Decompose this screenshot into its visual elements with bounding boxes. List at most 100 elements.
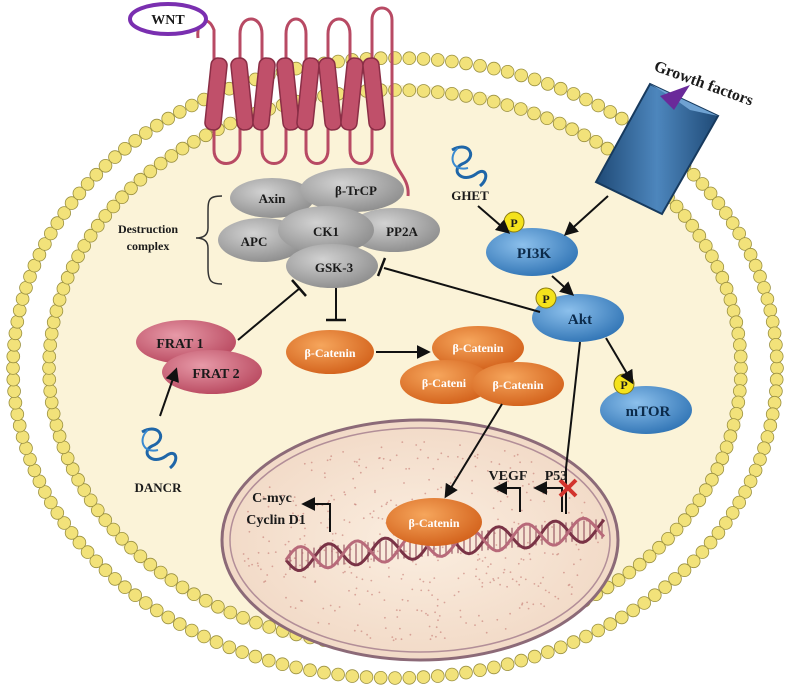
chromatin-speckle [343,519,346,521]
chromatin-speckle [344,562,347,565]
membrane-bead-outer [248,649,263,664]
membrane-bead-outer [209,635,224,649]
chromatin-speckle [513,455,516,457]
membrane-bead-inner [500,98,515,112]
chromatin-speckle [485,631,488,634]
chromatin-speckle [274,551,277,553]
membrane-bead-outer [8,395,23,410]
chromatin-speckle [474,465,477,468]
membrane-bead-outer [686,167,701,182]
chromatin-speckle [364,540,367,543]
membrane-bead-inner [83,228,98,243]
membrane-bead-inner [143,164,158,179]
chromatin-speckle [379,533,381,535]
chromatin-speckle [419,578,421,581]
chromatin-speckle [453,594,456,597]
chromatin-speckle [511,578,514,581]
chromatin-speckle [292,512,294,515]
chromatin-speckle [304,527,306,530]
chromatin-speckle [443,637,446,639]
chromatin-speckle [544,589,547,592]
membrane-bead-outer [763,418,778,433]
membrane-bead-inner [106,522,121,537]
dna-strand-b [284,516,606,570]
membrane-bead-inner [723,292,738,307]
chromatin-speckle [305,559,308,562]
chromatin-speckle [457,590,460,593]
membrane-bead-outer [289,660,303,675]
chromatin-speckle [492,507,495,510]
chromatin-speckle [335,551,338,554]
membrane-bead-inner [698,483,713,497]
membrane-bead-outer [445,54,459,69]
pi3k-akt-mtor-pathway: PI3K Akt mTOR P P P [486,211,692,434]
chromatin-speckle [405,468,407,470]
membrane-bead-outer [445,667,459,682]
ck1-label: CK1 [313,224,339,239]
chromatin-speckle [520,558,523,560]
chromatin-speckle [529,558,532,561]
tm-helix [362,57,386,131]
chromatin-speckles [242,441,599,642]
chromatin-speckle [475,568,478,570]
membrane-bead-inner [42,349,57,364]
chromatin-speckle [515,580,518,583]
membrane-bead-outer [161,610,176,625]
chromatin-speckle [352,477,355,480]
membrane-bead-outer [500,65,515,79]
membrane-bead-outer [757,280,771,295]
membrane-bead-outer [614,610,629,625]
membrane-bead-outer [487,61,501,76]
chromatin-speckle [411,588,414,591]
chromatin-speckle [457,577,460,580]
membrane-bead-inner [164,573,179,587]
membrane-bead-outer [718,516,733,530]
chromatin-speckle [370,579,373,582]
dancr-label: DANCR [135,480,183,495]
membrane-bead-outer [331,667,345,682]
chromatin-speckle [329,458,332,461]
chromatin-speckle [465,622,467,624]
chromatin-speckle [471,479,473,482]
membrane-bead-inner [677,209,692,223]
chromatin-speckle [362,517,365,520]
membrane-bead-inner [459,89,473,103]
chromatin-speckle [481,585,484,588]
chromatin-speckle [456,456,459,458]
membrane-bead-outer [345,669,360,683]
chromatin-speckle [481,620,484,623]
chromatin-speckle [580,511,583,514]
chromatin-speckle [314,580,317,582]
chromatin-speckle [372,510,375,512]
membrane-bead-inner [91,218,105,233]
membrane-bead-outer [89,554,104,569]
membrane-bead-outer [695,545,710,559]
beta-catenin-free-label: β-Catenin [305,346,356,360]
beta-catenin-top [432,326,524,370]
chromatin-speckle [557,597,560,600]
chromatin-speckle [481,560,484,562]
chromatin-speckle [401,441,404,443]
chromatin-speckle [519,461,521,464]
chromatin-speckle [554,595,557,598]
membrane-bead-inner [211,599,225,614]
chromatin-speckle [356,461,358,463]
chromatin-speckle [475,575,477,578]
membrane-bead-outer [614,111,629,126]
gsk3-node [286,244,378,288]
apc-label: APC [241,234,268,249]
chromatin-speckle [359,471,362,474]
chromatin-speckle [344,493,347,496]
membrane-bead-inner [473,91,487,106]
chromatin-speckle [498,463,501,466]
chromatin-speckle [395,454,398,457]
membrane-bead-outer [108,572,122,586]
chromatin-speckle [301,600,303,602]
vegf-transcription-arrow [493,481,521,512]
frat1-label: FRAT 1 [156,337,203,352]
chromatin-speckle [528,483,530,486]
chromatin-speckle [434,548,437,550]
chromatin-speckle [350,572,353,574]
chromatin-speckle [526,601,528,604]
chromatin-speckle [320,522,322,524]
